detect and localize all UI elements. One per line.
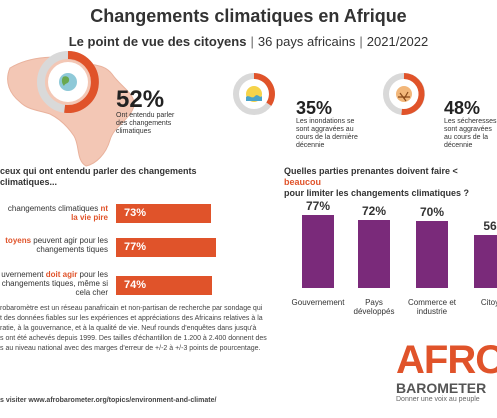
bar-value-label: 77% [124, 241, 147, 253]
bar-label-highlight: nt la vie pire [71, 204, 108, 222]
bar-label-highlight: doit agir [45, 270, 78, 279]
subtitle-years: 2021/2022 [366, 34, 429, 49]
left-section-heading: ceux qui ont entendu parler des changeme… [0, 166, 197, 187]
logo-tagline: Donner une voix au peuple [396, 396, 480, 403]
right-heading-highlight: beaucou [284, 177, 322, 187]
page-title: Changements climatiques en Afrique [90, 6, 407, 26]
bar-category-label: Gouvernement [291, 298, 345, 307]
vertical-bar [358, 220, 390, 288]
bar-value-label: 74% [124, 279, 147, 291]
bar-category-label: Pays développés [353, 298, 395, 316]
footer-text: robaromètre est un réseau panafricain et… [0, 304, 300, 354]
subtitle-main: Le point de vue des citoyens [68, 34, 247, 49]
vertical-bar [474, 235, 497, 288]
bar-label: uvernement doit agir pour les changement… [0, 270, 108, 297]
stat-drought-label: Les sécheresses sont aggravées au cours … [444, 118, 497, 149]
subtitle-separator: | [359, 34, 363, 49]
horizontal-bar: 77% [116, 238, 216, 257]
flood-donut-icon [233, 73, 275, 115]
bar-value-label: 56 [483, 219, 497, 233]
bar-label: changements climatiques nt la vie pire [0, 204, 108, 222]
vertical-bar [302, 215, 334, 288]
subtitle-separator: | [250, 34, 254, 49]
bar-label-highlight: toyens [5, 236, 32, 245]
stat-floods-label: Les inondations se sont aggravées au cou… [296, 118, 358, 149]
footer-line: s au niveau national avec des marges d'e… [0, 345, 261, 352]
drought-donut-icon [383, 73, 425, 115]
footer-line: s ont été achevés depuis 1999. Des taill… [0, 335, 267, 342]
bar-label-text: uvernement [1, 270, 46, 279]
subtitle-countries: 36 pays africains [257, 34, 356, 49]
bar-value-label: 73% [124, 207, 147, 219]
footer-line: ratie, à la gouvernance, et à la qualité… [0, 325, 257, 332]
stat-heard-label: Ont entendu parler des changements clima… [116, 112, 175, 135]
horizontal-bar: 74% [116, 276, 212, 295]
logo-wordmark: AFRO [396, 340, 497, 382]
footer-line: t des données fiables sur les expérience… [0, 315, 263, 322]
bar-category-label: Commerce et industrie [407, 298, 456, 316]
right-section-heading: Quelles parties prenantes doivent faire … [284, 166, 497, 199]
bar-label-text: peuvent agir pour les changements tiques [31, 236, 108, 254]
globe-donut-icon [37, 51, 99, 113]
bar-category-label: Citoy [480, 298, 497, 307]
bar-value-label: 70% [419, 205, 445, 219]
bar-value-label: 72% [361, 204, 387, 218]
afrobarometer-logo: AFRO BAROMETER Donner une voix au peuple [396, 340, 497, 403]
horizontal-bar: 73% [116, 204, 211, 223]
bar-label-text: changements climatiques [7, 204, 99, 213]
stat-floods-value: 35% [296, 98, 333, 118]
footer-link[interactable]: s visiter www.afrobarometer.org/topics/e… [0, 397, 217, 404]
stat-drought-value: 48% [444, 98, 481, 118]
bar-value-label: 77% [305, 199, 331, 213]
page-subtitle: Le point de vue des citoyens | 36 pays afr… [0, 34, 497, 49]
logo-subwordmark: BAROMETER [396, 380, 487, 396]
bar-label-text: pour les changements tiques, même si cel… [1, 270, 108, 297]
horizontal-bar-chart: 73% 77% 74% [116, 0, 246, 418]
footer-line: robaromètre est un réseau panafricain et… [0, 305, 263, 312]
right-heading-text: Quelles parties prenantes doivent faire … [284, 166, 458, 176]
vertical-bar [416, 221, 448, 288]
bar-label: toyens peuvent agir pour les changements… [0, 236, 108, 254]
stat-heard-value: 52% [116, 86, 165, 113]
right-heading-text: pour limiter les changements climatiques… [284, 188, 470, 198]
